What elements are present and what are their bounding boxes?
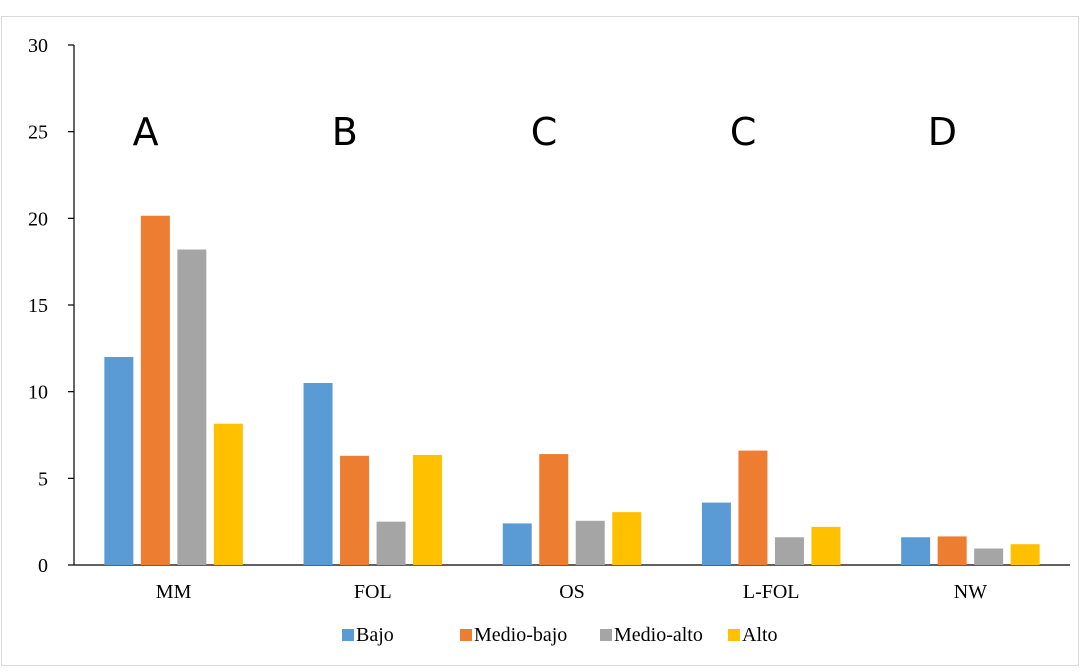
group-letter: C [531, 110, 558, 154]
legend: Bajo Medio-bajo Medio-alto Alto [342, 624, 778, 646]
y-axis: 0 5 10 15 20 25 30 [28, 35, 75, 577]
y-tick-label: 0 [38, 555, 48, 577]
y-tick-label: 20 [28, 208, 48, 230]
bar-medio-alto-nw [974, 548, 1004, 565]
x-tick-label: NW [954, 581, 987, 603]
bar-bajo-os [502, 523, 532, 565]
x-tick-label: MM [156, 581, 192, 603]
legend-label: Medio-alto [614, 624, 703, 646]
bar-medio-bajo-l-fol [738, 450, 768, 565]
bar-medio-alto-fol [376, 521, 406, 565]
bar-medio-bajo-mm [140, 215, 170, 565]
bars [104, 215, 1040, 566]
y-tick-label: 5 [38, 468, 48, 490]
bar-bajo-fol [303, 383, 333, 565]
x-axis: MM FOL OS L-FOL NW [74, 564, 1070, 603]
legend-label: Alto [742, 624, 778, 646]
group-letter: B [332, 110, 358, 154]
bar-alto-fol [413, 454, 443, 565]
bar-alto-nw [1010, 544, 1040, 565]
legend-swatch [460, 629, 472, 641]
bar-medio-alto-l-fol [774, 537, 804, 565]
bar-alto-os [612, 512, 642, 565]
legend-label: Bajo [356, 624, 394, 646]
bar-medio-alto-mm [177, 249, 207, 566]
y-tick-label: 15 [28, 295, 48, 317]
bar-alto-l-fol [811, 526, 841, 565]
group-letter: D [928, 110, 957, 154]
bar-alto-mm [213, 423, 243, 565]
bar-medio-bajo-os [539, 454, 569, 565]
bar-bajo-mm [104, 357, 134, 565]
group-letter: A [133, 110, 159, 154]
bar-bajo-l-fol [701, 502, 731, 565]
bar-medio-bajo-nw [937, 536, 967, 565]
x-tick-label: FOL [354, 581, 392, 603]
bar-medio-bajo-fol [340, 455, 370, 565]
legend-swatch [600, 629, 612, 641]
bar-medio-alto-os [575, 520, 605, 565]
y-tick-label: 10 [28, 382, 48, 404]
x-tick-label: L-FOL [743, 581, 800, 603]
legend-swatch [342, 629, 354, 641]
bar-bajo-nw [901, 537, 931, 565]
y-tick-label: 30 [28, 35, 48, 57]
group-letter: C [730, 110, 757, 154]
legend-swatch [728, 629, 740, 641]
x-tick-label: OS [559, 581, 585, 603]
y-tick-label: 25 [28, 122, 48, 144]
legend-label: Medio-bajo [474, 624, 567, 646]
